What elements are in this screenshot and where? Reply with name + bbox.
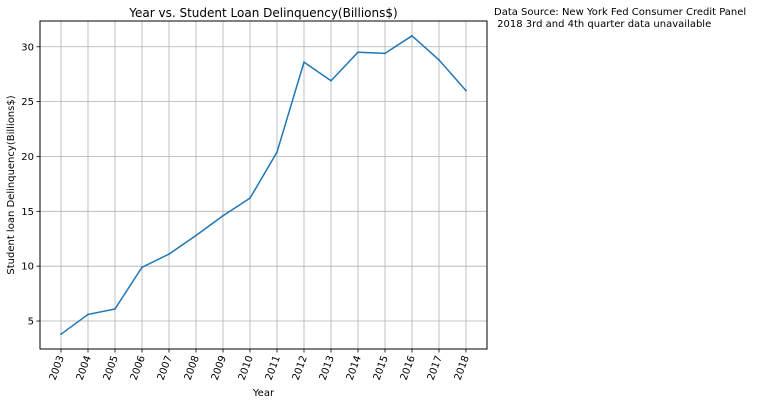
x-tick-label: 2017: [426, 354, 445, 382]
y-tick-label: 30: [21, 42, 34, 53]
x-tick-label: 2005: [102, 354, 121, 382]
data-point: [195, 234, 197, 237]
data-point: [465, 89, 467, 92]
x-tick-label: 2014: [345, 354, 364, 382]
data-point: [168, 253, 170, 256]
ticks: 2003 2004 2005 2006 2007 2008 2009 2010 2011 2012…: [21, 42, 472, 382]
x-tick-label: 2018: [453, 354, 472, 382]
grid: [40, 21, 487, 349]
x-tick-label: 2006: [129, 354, 148, 382]
data-point: [303, 61, 305, 64]
x-tick-label: 2009: [210, 354, 229, 382]
x-tick-label: 2007: [156, 354, 175, 382]
x-tick-label: 2003: [48, 354, 67, 382]
x-tick-label: 2010: [237, 354, 256, 382]
data-point: [330, 79, 332, 82]
x-tick-label: 2016: [399, 354, 418, 382]
plot-frame: [39, 20, 488, 350]
y-tick-label: 15: [21, 207, 34, 218]
x-tick-label: 2008: [183, 354, 202, 382]
data-point: [222, 214, 224, 217]
series-line: [60, 35, 467, 335]
data-point: [87, 313, 89, 316]
x-tick-label: 2004: [75, 354, 94, 382]
y-tick-label: 10: [21, 262, 34, 273]
data-point: [384, 52, 386, 55]
x-tick-label: 2012: [291, 354, 310, 382]
x-tick-label: 2013: [318, 354, 337, 382]
y-axis-label: Student loan Delinquency(Billions$): [6, 95, 17, 274]
data-point: [438, 59, 440, 61]
source-note: Data Source: New York Fed Consumer Credi…: [494, 7, 746, 18]
data-point: [411, 34, 413, 37]
data-availability-note: 2018 3rd and 4th quarter data unavailabl…: [494, 19, 711, 30]
x-tick-label: 2015: [372, 354, 391, 382]
data-point: [357, 51, 359, 54]
x-tick-label: 2011: [264, 354, 283, 382]
data-point: [249, 197, 251, 200]
data-point: [114, 308, 116, 310]
y-tick-label: 5: [28, 317, 34, 328]
data-point: [276, 151, 278, 153]
y-tick-label: 20: [21, 152, 34, 163]
x-axis-label: Year: [252, 388, 275, 399]
y-tick-label: 25: [21, 97, 34, 108]
data-point: [60, 333, 62, 336]
data-point: [141, 266, 143, 269]
chart-title: Year vs. Student Loan Delinquency(Billio…: [128, 6, 397, 20]
series: [60, 34, 467, 336]
